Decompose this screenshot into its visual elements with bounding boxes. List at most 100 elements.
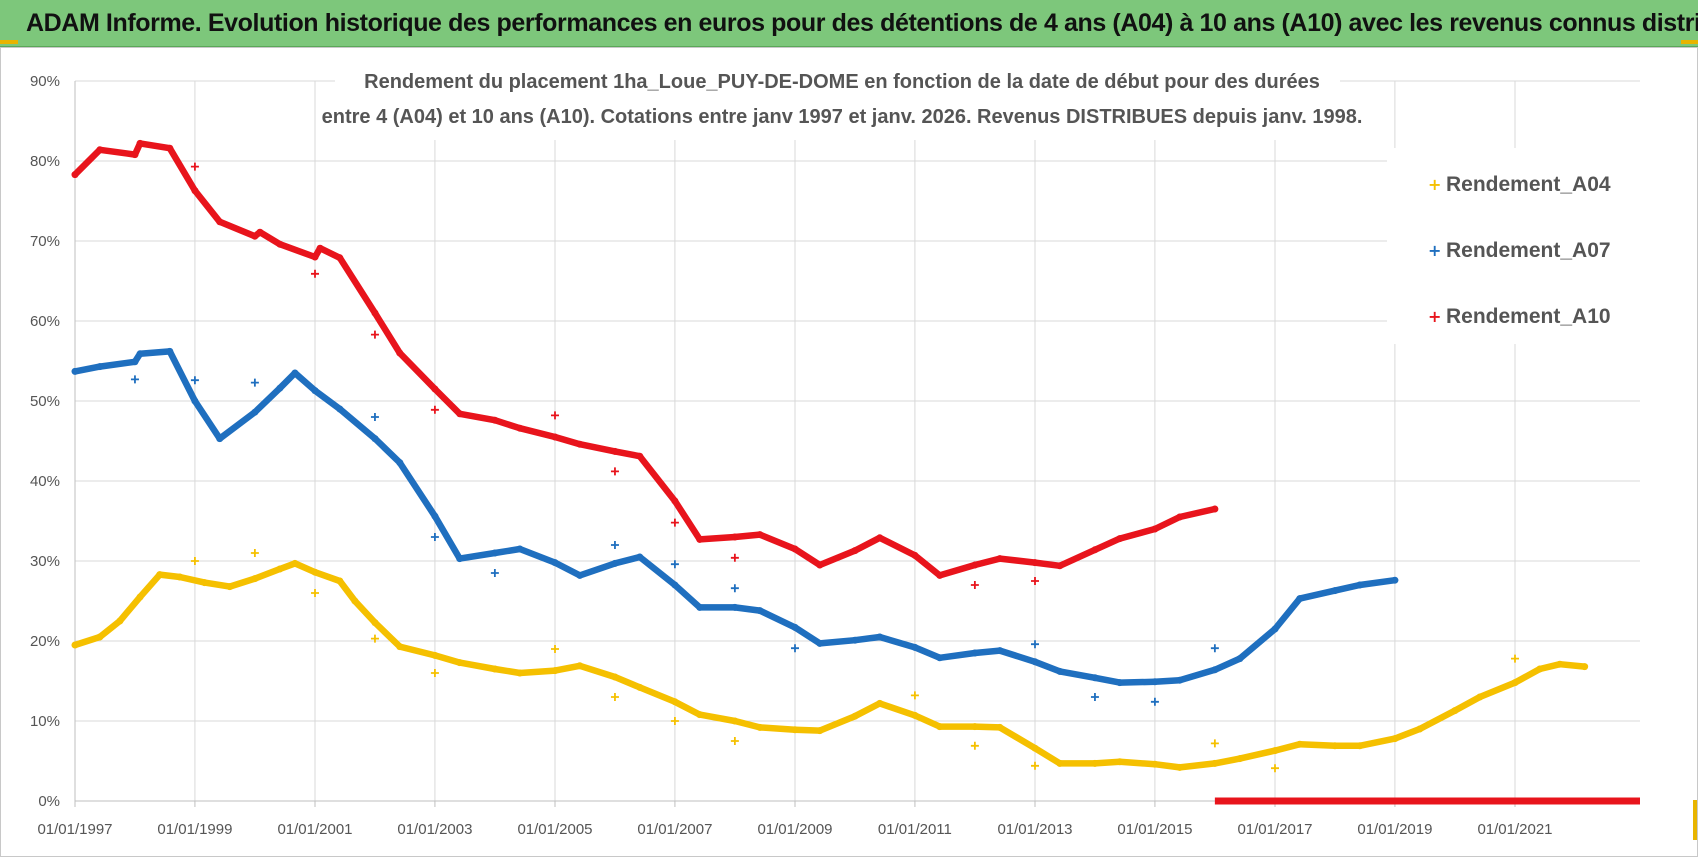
series-line-segment [731, 604, 764, 614]
data-point [456, 659, 464, 667]
series-line-segment [1031, 658, 1064, 675]
data-point [1116, 758, 1124, 766]
data-point [291, 369, 299, 377]
data-point [636, 683, 644, 691]
data-point [96, 146, 104, 154]
y-tick-label: 10% [30, 713, 60, 730]
series-line-segment [256, 228, 284, 248]
data-point [1416, 725, 1424, 733]
data-point [1356, 581, 1364, 589]
series-line-segment [1271, 595, 1304, 633]
data-point [996, 647, 1004, 655]
x-tick-label: 01/01/2001 [277, 821, 352, 838]
outlier-point [970, 581, 979, 589]
data-point [396, 643, 404, 651]
data-point [551, 559, 559, 567]
y-tick-label: 70% [30, 233, 60, 250]
series-line-segment [1476, 679, 1519, 701]
x-tick-label: 01/01/2007 [637, 821, 712, 838]
y-tick-label: 80% [30, 153, 60, 170]
series-line-segment [611, 553, 644, 567]
data-point [431, 512, 439, 520]
series-line-segment [166, 348, 199, 405]
series-line-segment [136, 348, 174, 358]
data-point [1536, 665, 1544, 673]
data-point [316, 244, 324, 252]
data-point [1451, 707, 1459, 715]
series-line-segment [136, 571, 164, 601]
data-point [131, 151, 139, 159]
chart-title-line-1: Rendement du placement 1ha_Loue_PUY-DE-D… [364, 71, 1320, 93]
data-point [1176, 763, 1184, 771]
outlier-point [250, 549, 259, 557]
outlier-point [1210, 739, 1219, 748]
data-point [636, 452, 644, 460]
data-point [791, 545, 799, 553]
series-line-segment [1151, 760, 1183, 771]
data-point [816, 727, 824, 735]
series-line-segment [1556, 660, 1588, 670]
series-line-segment [431, 385, 463, 418]
series-line-segment [576, 560, 619, 579]
series-line-segment [851, 534, 884, 554]
series-line-segment [911, 552, 943, 579]
data-point [1031, 559, 1039, 567]
y-tick-label: 90% [30, 73, 60, 90]
data-point [671, 698, 679, 706]
data-point [731, 717, 739, 725]
outlier-point [550, 645, 559, 653]
data-point [1211, 759, 1219, 767]
data-point [311, 253, 319, 261]
data-point [396, 349, 404, 357]
data-point [166, 144, 174, 152]
outlier-point [490, 569, 499, 577]
series-line-segment [396, 349, 439, 393]
corner-mark-bottom-right [1693, 800, 1697, 840]
data-point [851, 547, 859, 555]
data-point [116, 617, 124, 625]
series-line-segment [71, 363, 104, 375]
series-line-segment [251, 384, 284, 416]
series-line-segment [851, 633, 884, 644]
data-point [1331, 742, 1339, 750]
series-line-segment [431, 652, 463, 666]
series-line-segment [71, 146, 104, 178]
series-line-segment [1091, 535, 1124, 554]
outlier-point [610, 467, 619, 476]
outlier-point [550, 411, 559, 420]
data-point [456, 410, 464, 418]
x-tick-label: 01/01/2017 [1237, 821, 1312, 838]
series-line-segment [756, 724, 799, 734]
x-tick-label: 01/01/2003 [397, 821, 472, 838]
data-point [551, 667, 559, 675]
data-point [136, 350, 144, 358]
legend-entry-a07: + Rendement_A07 [1428, 239, 1611, 262]
legend-entry-a04: + Rendement_A04 [1428, 173, 1611, 196]
data-point [1271, 625, 1279, 633]
data-point [491, 549, 499, 557]
series-line-segment [336, 577, 359, 605]
data-point [576, 662, 584, 670]
series-line-segment [1356, 576, 1399, 589]
series-Rendement_A07 [71, 347, 1399, 706]
data-point [1116, 535, 1124, 543]
data-point [136, 593, 144, 601]
series-line-segment [176, 573, 208, 586]
data-point [71, 171, 79, 179]
series-line-segment [1511, 665, 1544, 686]
series-line-segment [71, 633, 104, 649]
outlier-point [370, 413, 379, 421]
data-point [291, 559, 299, 567]
series-line-segment [291, 560, 319, 576]
x-tick-label: 01/01/2021 [1477, 821, 1552, 838]
data-point [226, 583, 234, 591]
series-line-segment [1271, 740, 1304, 754]
data-point [816, 639, 824, 647]
outlier-point [1090, 693, 1099, 701]
series-line-segment [431, 512, 463, 562]
series-line-segment [1296, 587, 1339, 602]
series-line-segment [731, 717, 764, 731]
outlier-point [250, 378, 259, 387]
data-point [276, 565, 284, 573]
series-line-segment [551, 433, 584, 448]
